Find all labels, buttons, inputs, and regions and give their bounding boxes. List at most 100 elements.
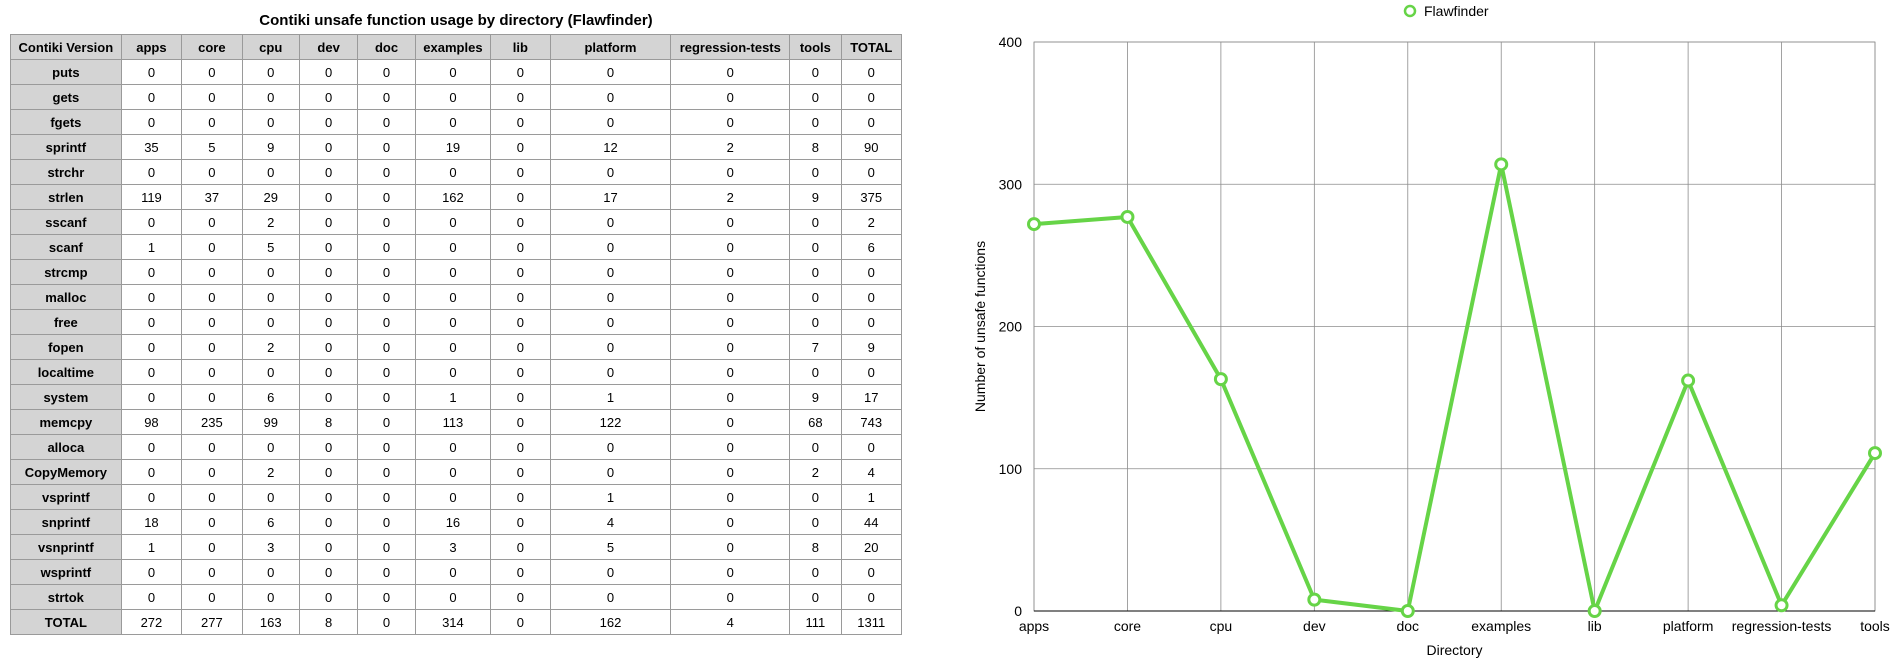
table-cell: 0 bbox=[549, 259, 672, 285]
table-cell: 0 bbox=[670, 459, 791, 485]
table-cell: 0 bbox=[298, 159, 359, 185]
table-cell: 0 bbox=[298, 284, 359, 310]
table-cell: 119 bbox=[120, 184, 183, 210]
x-tick-label: doc bbox=[1396, 618, 1419, 634]
table-cell: 163 bbox=[241, 609, 300, 635]
table-cell: 0 bbox=[241, 259, 300, 285]
table-cell: 0 bbox=[298, 534, 359, 560]
table-cell: 0 bbox=[490, 284, 551, 310]
table-cell: 0 bbox=[840, 584, 903, 610]
table-cell: 0 bbox=[298, 84, 359, 110]
chart-panel: 0 100 200 300 400 apps core cpu dev doc examples li… bbox=[960, 0, 1894, 660]
x-tick-label: platform bbox=[1663, 618, 1714, 634]
table-title: Contiki unsafe function usage by directo… bbox=[259, 12, 653, 29]
table-header-row: Contiki Version apps core cpu dev doc examples… bbox=[10, 34, 903, 60]
row-label: TOTAL bbox=[10, 609, 122, 635]
table-row: alloca 0 0 0 0 0 0 0 0 0 0 0 bbox=[10, 434, 903, 460]
data-point bbox=[1400, 604, 1415, 618]
y-tick-label: 0 bbox=[1014, 603, 1022, 619]
table-cell: 111 bbox=[789, 609, 842, 635]
table-row: system 0 0 6 0 0 1 0 1 0 9 17 bbox=[10, 384, 903, 410]
table-cell: 0 bbox=[490, 109, 551, 135]
table-cell: 113 bbox=[414, 409, 492, 435]
column-header: TOTAL bbox=[840, 34, 903, 60]
table-cell: 19 bbox=[414, 134, 492, 160]
x-tick-label: cpu bbox=[1210, 618, 1233, 634]
table-cell: 0 bbox=[357, 409, 416, 435]
table-cell: 0 bbox=[298, 309, 359, 335]
table-row: snprintf 18 0 6 0 0 16 0 4 0 0 44 bbox=[10, 509, 903, 535]
table-cell: 0 bbox=[181, 259, 243, 285]
table-cell: 277 bbox=[181, 609, 243, 635]
table-cell: 0 bbox=[181, 284, 243, 310]
table-cell: 0 bbox=[490, 159, 551, 185]
table-cell: 0 bbox=[120, 484, 183, 510]
table-cell: 0 bbox=[181, 459, 243, 485]
table-cell: 4 bbox=[840, 459, 903, 485]
table-cell: 0 bbox=[789, 209, 842, 235]
table-cell: 0 bbox=[298, 434, 359, 460]
table-cell: 0 bbox=[549, 109, 672, 135]
table-cell: 0 bbox=[490, 259, 551, 285]
table-cell: 0 bbox=[840, 359, 903, 385]
table-cell: 0 bbox=[298, 384, 359, 410]
y-axis-title: Number of unsafe functions bbox=[972, 241, 988, 412]
table-cell: 4 bbox=[670, 609, 791, 635]
table-cell: 8 bbox=[298, 609, 359, 635]
table-panel: Contiki unsafe function usage by directo… bbox=[10, 8, 903, 635]
table-cell: 375 bbox=[840, 184, 903, 210]
data-point bbox=[1774, 598, 1789, 613]
table-cell: 0 bbox=[120, 459, 183, 485]
table-cell: 6 bbox=[241, 384, 300, 410]
table-cell: 0 bbox=[490, 134, 551, 160]
table-cell: 0 bbox=[181, 384, 243, 410]
table-cell: 0 bbox=[181, 109, 243, 135]
table-cell: 0 bbox=[241, 84, 300, 110]
table-cell: 0 bbox=[789, 359, 842, 385]
table-cell: 0 bbox=[670, 234, 791, 260]
column-header: examples bbox=[414, 34, 492, 60]
table-cell: 0 bbox=[670, 209, 791, 235]
table-cell: 0 bbox=[120, 59, 183, 85]
table-cell: 0 bbox=[840, 284, 903, 310]
column-header: doc bbox=[357, 34, 416, 60]
table-cell: 0 bbox=[789, 159, 842, 185]
table-cell: 0 bbox=[181, 209, 243, 235]
column-header: regression-tests bbox=[670, 34, 791, 60]
table-cell: 0 bbox=[670, 109, 791, 135]
table-cell: 0 bbox=[414, 259, 492, 285]
table-cell: 0 bbox=[490, 584, 551, 610]
table-cell: 35 bbox=[120, 134, 183, 160]
table-cell: 3 bbox=[241, 534, 300, 560]
table-cell: 0 bbox=[241, 584, 300, 610]
table-cell: 0 bbox=[840, 84, 903, 110]
table-cell: 0 bbox=[490, 559, 551, 585]
table-cell: 0 bbox=[414, 459, 492, 485]
table-cell: 0 bbox=[490, 384, 551, 410]
row-label: memcpy bbox=[10, 409, 122, 435]
row-label: malloc bbox=[10, 284, 122, 310]
table-row: strchr 0 0 0 0 0 0 0 0 0 0 0 bbox=[10, 159, 903, 185]
table-cell: 314 bbox=[414, 609, 492, 635]
table-cell: 0 bbox=[549, 284, 672, 310]
table-cell: 162 bbox=[414, 184, 492, 210]
line-chart: 0 100 200 300 400 apps core cpu dev doc examples li… bbox=[972, 3, 1890, 658]
table-cell: 0 bbox=[840, 259, 903, 285]
row-label: sprintf bbox=[10, 134, 122, 160]
table-row: localtime 0 0 0 0 0 0 0 0 0 0 0 bbox=[10, 359, 903, 385]
table-cell: 0 bbox=[490, 184, 551, 210]
table-cell: 0 bbox=[298, 184, 359, 210]
data-point bbox=[1307, 592, 1322, 607]
table-row: CopyMemory 0 0 2 0 0 0 0 0 0 2 4 bbox=[10, 459, 903, 485]
table-cell: 0 bbox=[357, 509, 416, 535]
table-cell: 0 bbox=[549, 359, 672, 385]
table-cell: 6 bbox=[840, 234, 903, 260]
table-cell: 0 bbox=[414, 434, 492, 460]
table-cell: 0 bbox=[298, 234, 359, 260]
table-cell: 0 bbox=[414, 359, 492, 385]
row-label: free bbox=[10, 309, 122, 335]
table-cell: 3 bbox=[414, 534, 492, 560]
table-cell: 0 bbox=[670, 359, 791, 385]
column-header: lib bbox=[490, 34, 551, 60]
table-cell: 0 bbox=[414, 334, 492, 360]
